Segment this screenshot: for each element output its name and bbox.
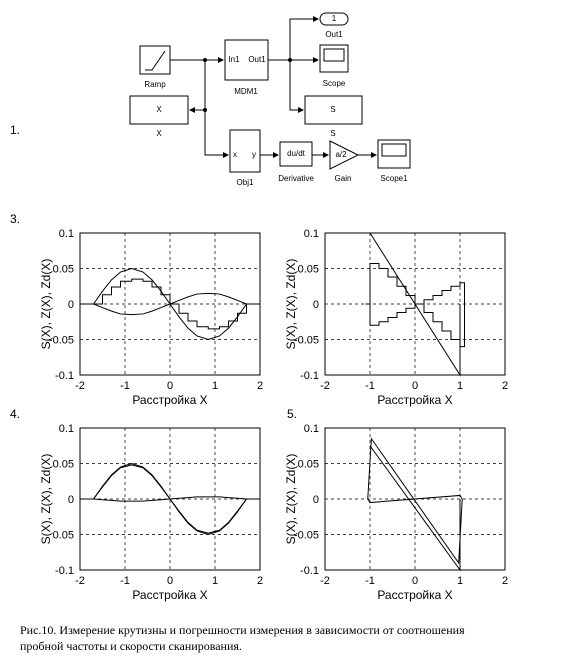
x-tick-label: 2 [502, 380, 508, 392]
plot-frame [324, 232, 506, 376]
y-tick-label: 0.05 [298, 459, 319, 471]
x-tick-label: 2 [257, 575, 263, 587]
x-tick-label: -2 [320, 575, 330, 587]
x-tick-label: 1 [457, 380, 463, 392]
block-text: 1 [332, 14, 337, 23]
block-name: Scope1 [380, 174, 408, 183]
x-tick-label: 0 [412, 575, 418, 587]
x-tick-label: 0 [412, 380, 418, 392]
y-tick-label: 0 [313, 494, 319, 506]
block-name: Scope [323, 79, 346, 88]
caption: пробной частоты и скорости сканирования. [20, 639, 242, 653]
x-tick-label: 2 [502, 575, 508, 587]
y-axis-label: S(X), Z(X), Zd(X) [284, 454, 298, 545]
block-name: MDM1 [234, 87, 258, 96]
y-tick-label: -0.05 [294, 335, 319, 347]
block-text: Out1 [248, 55, 266, 64]
x-tick-label: -1 [120, 575, 130, 587]
y-tick-label: 0.1 [59, 423, 74, 435]
y-tick-label: 0.05 [53, 459, 74, 471]
panel-label: 4. [10, 407, 20, 421]
y-tick-label: -0.1 [55, 370, 74, 382]
x-tick-label: -2 [75, 575, 85, 587]
y-tick-label: -0.1 [300, 370, 319, 382]
y-tick-label: 0.05 [298, 264, 319, 276]
data-line [367, 494, 463, 504]
block-text: du/dt [287, 149, 306, 158]
data-line [369, 445, 461, 572]
x-tick-label: 0 [167, 380, 173, 392]
block-text: S [330, 105, 335, 114]
y-tick-label: 0 [68, 299, 74, 311]
block-diagram: Ramp X X In1 Out1 MDM1 1 Out1 Scope S S … [129, 12, 411, 187]
y-axis-label: S(X), Z(X), Zd(X) [39, 454, 53, 545]
wires [170, 16, 377, 158]
x-tick-label: -1 [365, 380, 375, 392]
x-tick-label: 1 [212, 380, 218, 392]
data-line [369, 232, 461, 377]
block-text: a/2 [335, 150, 347, 159]
block-name: X [156, 129, 162, 138]
block-name: S [330, 129, 335, 138]
x-axis-label: Расстройка X [132, 588, 207, 602]
data-line [80, 496, 260, 502]
x-axis-label: Расстройка X [377, 393, 452, 407]
plot-frame [324, 427, 506, 571]
x-tick-label: -1 [365, 575, 375, 587]
y-tick-label: 0.1 [304, 228, 319, 240]
x-tick-label: 1 [457, 575, 463, 587]
block-text: In1 [228, 55, 240, 64]
y-tick-label: 0 [68, 494, 74, 506]
x-tick-label: 1 [212, 575, 218, 587]
y-tick-label: -0.05 [49, 335, 74, 347]
block-text: x [233, 150, 237, 159]
y-tick-label: 0.1 [304, 423, 319, 435]
block-text: X [156, 105, 162, 114]
charts: 3. -0.1 -0.05 0 0.05 0.1 -2 -1 0 1 2 Расстройка X S(… [10, 212, 508, 602]
x-tick-label: -2 [320, 380, 330, 392]
x-axis-label: Расстройка X [132, 393, 207, 407]
x-tick-label: 2 [257, 380, 263, 392]
y-tick-label: 0 [313, 299, 319, 311]
y-tick-label: 0.1 [59, 228, 74, 240]
y-tick-label: 0.05 [53, 264, 74, 276]
block-name: Derivative [278, 174, 314, 183]
data-line [80, 292, 260, 316]
y-tick-label: -0.05 [294, 530, 319, 542]
y-axis-label: S(X), Z(X), Zd(X) [284, 259, 298, 350]
block-name: Ramp [144, 80, 166, 89]
block-name: Obj1 [237, 178, 254, 187]
caption: Рис.10. Измерение крутизны и погрешности… [20, 623, 465, 637]
panel-label: 5. [287, 407, 297, 421]
panel-label: 1. [10, 123, 20, 137]
panel-label: 3. [10, 212, 20, 226]
data-line [365, 282, 465, 326]
x-tick-label: -2 [75, 380, 85, 392]
y-tick-label: -0.1 [300, 565, 319, 577]
block-name: Out1 [325, 30, 343, 39]
block-text: y [252, 150, 256, 159]
y-axis-label: S(X), Z(X), Zd(X) [39, 259, 53, 350]
y-tick-label: -0.1 [55, 565, 74, 577]
x-tick-label: 0 [167, 575, 173, 587]
y-tick-label: 0.05 [53, 530, 74, 542]
block-name: Gain [335, 174, 352, 183]
x-axis-label: Расстройка X [377, 588, 452, 602]
x-tick-label: -1 [120, 380, 130, 392]
